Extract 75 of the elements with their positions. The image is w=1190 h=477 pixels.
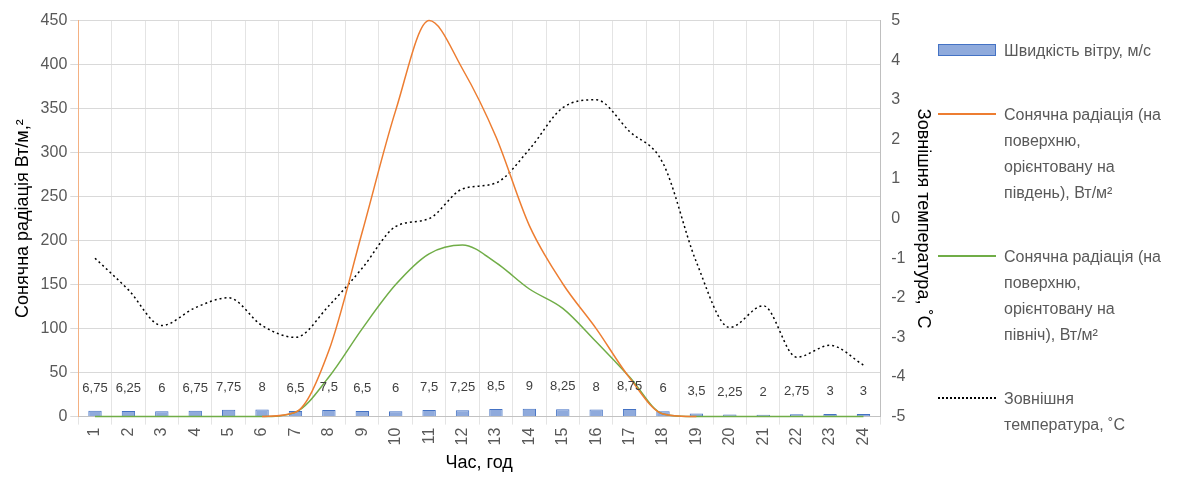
data-label: 3 [859, 383, 868, 399]
y-tick-label: 50 [49, 363, 68, 381]
data-label: 6 [659, 380, 667, 396]
x-tick-label: 15 [553, 427, 571, 446]
x-tick-label: 14 [519, 427, 537, 446]
y2-tick-label: 3 [891, 90, 901, 108]
x-tick-label: 16 [586, 427, 604, 446]
legend-label: Сонячна радіація (на поверхню, орієнтовану на північ), Вт/м² [1004, 247, 1162, 345]
x-tick-label: 2 [118, 427, 136, 437]
data-label: 8 [592, 378, 600, 394]
data-label: 6,75 [182, 379, 208, 395]
x-tick-label: 12 [452, 427, 470, 446]
x-tick-label: 1 [85, 427, 103, 437]
y2-tick-label: 4 [891, 50, 901, 68]
x-tick-label: 10 [386, 427, 404, 446]
x-tick-label: 11 [419, 427, 437, 445]
y-tick-label: 400 [40, 55, 68, 73]
data-label: 8 [258, 378, 266, 394]
legend-label: Швидкість вітру, м/с [1004, 41, 1151, 61]
x-tick-label: 20 [720, 427, 738, 446]
x-tick-label: 13 [486, 427, 504, 446]
y2-tick-label: 5 [891, 11, 901, 29]
x-tick-label: 7 [285, 427, 303, 437]
y2-tick-label: -4 [891, 367, 906, 385]
x-tick-label: 4 [185, 427, 203, 437]
y-tick-label: 250 [40, 187, 68, 205]
x-tick-label: 21 [753, 427, 771, 446]
data-label: 7,25 [449, 379, 476, 395]
data-label: 6,25 [115, 380, 142, 396]
x-tick-label: 17 [619, 427, 637, 446]
y-tick-label: 450 [40, 11, 68, 29]
data-label: 3 [826, 383, 834, 399]
data-label: 3,5 [687, 382, 706, 398]
y2-tick-label: -3 [891, 327, 906, 345]
y-tick-label: 0 [58, 407, 68, 425]
data-label: 8,5 [486, 378, 505, 394]
data-label: 6,5 [353, 379, 372, 395]
data-label: 9 [525, 377, 533, 393]
x-axis-title: Час, год [445, 452, 514, 473]
x-tick-label: 6 [252, 427, 270, 437]
y-tick-label: 200 [40, 231, 68, 249]
x-tick-label: 24 [853, 427, 871, 446]
y-tick-label: 150 [40, 275, 68, 293]
x-tick-label: 9 [352, 427, 370, 437]
data-label: 7,5 [319, 379, 338, 395]
y2-tick-label: 2 [891, 129, 901, 147]
y-tick-label: 350 [40, 99, 68, 117]
y2-tick-label: -2 [891, 288, 906, 306]
x-tick-label: 19 [686, 427, 704, 446]
x-tick-label: 3 [152, 427, 170, 437]
data-label: 6,75 [82, 379, 108, 395]
legend-label: Зовнішня температура, ˚С [1004, 389, 1126, 435]
y2-axis-title: Зовнішня температура, ˚С [914, 108, 935, 329]
data-label: 6 [158, 380, 166, 396]
y2-tick-label: 1 [891, 169, 901, 187]
x-tick-label: 23 [820, 427, 838, 446]
legend-label: Сонячна радіація (на поверхню, орієнтовану на південь), Вт/м² [1004, 105, 1162, 203]
y2-tick-label: -1 [891, 248, 906, 266]
x-tick-label: 22 [787, 427, 805, 446]
data-label: 7,5 [420, 379, 439, 395]
x-tick-label: 8 [319, 427, 337, 437]
y-axis-title: Сонячна радіація Вт/м,² [11, 119, 32, 318]
y2-tick-label: 0 [891, 209, 901, 227]
y2-tick-label: -5 [891, 407, 906, 425]
data-label: 2,25 [717, 383, 743, 399]
data-label: 6 [392, 380, 400, 396]
data-label: 8,25 [550, 378, 576, 394]
x-tick-label: 18 [653, 427, 671, 446]
x-tick-label: 5 [219, 427, 237, 437]
data-label: 7,75 [215, 378, 242, 394]
data-label: 2 [759, 383, 767, 399]
y-tick-label: 100 [40, 319, 68, 337]
data-label: 2,75 [783, 383, 810, 399]
y-tick-label: 300 [40, 143, 68, 161]
data-label: 6,5 [286, 379, 305, 395]
